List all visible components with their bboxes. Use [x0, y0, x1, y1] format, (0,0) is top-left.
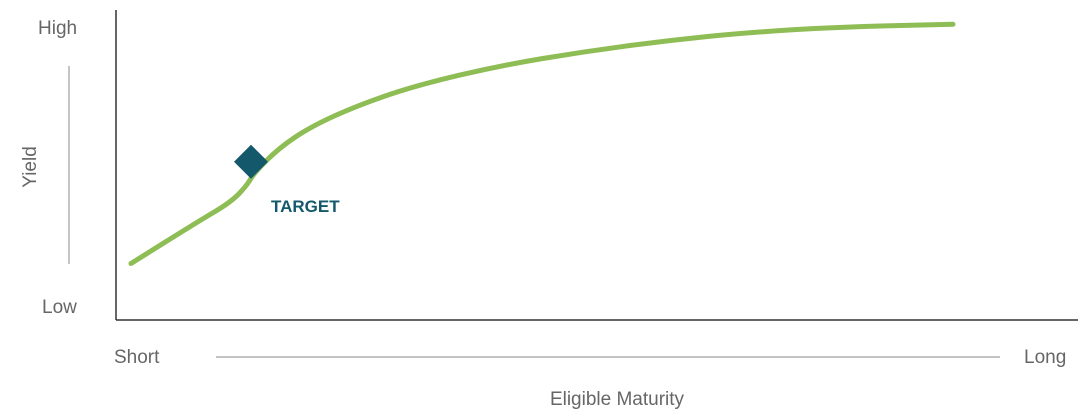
x-tick-long: Long — [1024, 347, 1066, 368]
y-tick-low: Low — [42, 297, 77, 318]
yield-curve-line-0 — [128, 21, 956, 266]
target-marker-0 — [234, 144, 269, 179]
y-tick-high: High — [38, 18, 77, 39]
target-label-0: TARGET — [271, 197, 340, 216]
annotation-layer: TARGET — [234, 144, 340, 216]
series-layer — [128, 21, 956, 266]
x-axis-label: Eligible Maturity — [550, 389, 685, 410]
y-axis-label: Yield — [20, 146, 41, 188]
x-tick-short: Short — [114, 347, 160, 368]
